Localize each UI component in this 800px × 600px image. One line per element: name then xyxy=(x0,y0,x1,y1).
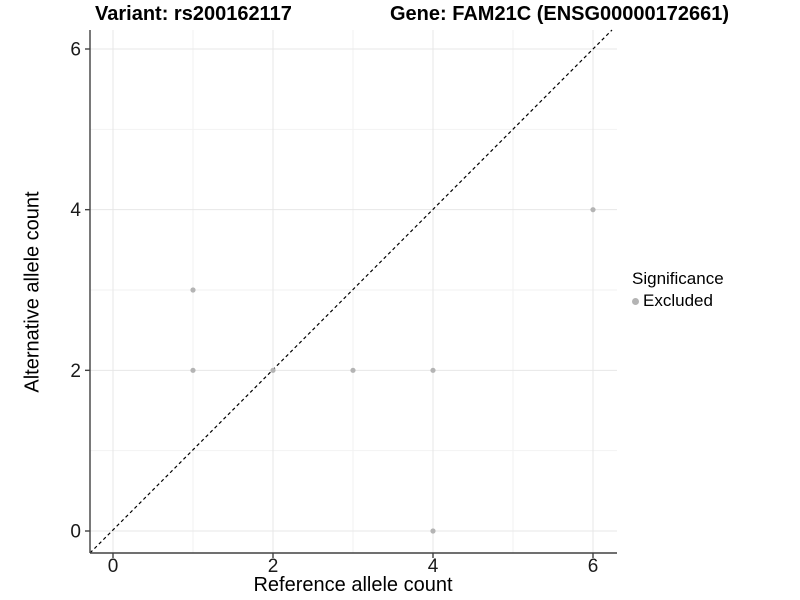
plot-title-variant: Variant: rs200162117 xyxy=(95,3,292,25)
data-point xyxy=(430,367,436,373)
y-tick-label: 4 xyxy=(70,200,81,221)
data-point xyxy=(590,207,596,213)
y-tick-label: 2 xyxy=(70,361,81,382)
x-tick-label: 6 xyxy=(588,556,599,577)
legend-item-excluded: Excluded xyxy=(632,291,724,311)
x-axis-title: Reference allele count xyxy=(253,574,453,596)
x-tick-label: 0 xyxy=(108,556,119,577)
data-point xyxy=(190,287,196,293)
legend: Significance Excluded xyxy=(632,269,724,311)
x-tick-label: 4 xyxy=(428,556,439,577)
legend-item-label: Excluded xyxy=(643,291,713,310)
data-point xyxy=(270,367,276,373)
x-tick-label: 2 xyxy=(268,556,279,577)
y-axis-title: Alternative allele count xyxy=(21,191,44,393)
data-point xyxy=(350,367,356,373)
y-tick-label: 0 xyxy=(70,522,81,543)
y-tick-label: 6 xyxy=(70,40,81,61)
legend-point-icon xyxy=(632,297,639,305)
data-point xyxy=(190,367,196,373)
legend-title: Significance xyxy=(632,269,724,288)
data-point xyxy=(430,528,436,534)
identity-dashed-line xyxy=(89,29,613,554)
plot-title-gene: Gene: FAM21C (ENSG00000172661) xyxy=(390,3,730,25)
